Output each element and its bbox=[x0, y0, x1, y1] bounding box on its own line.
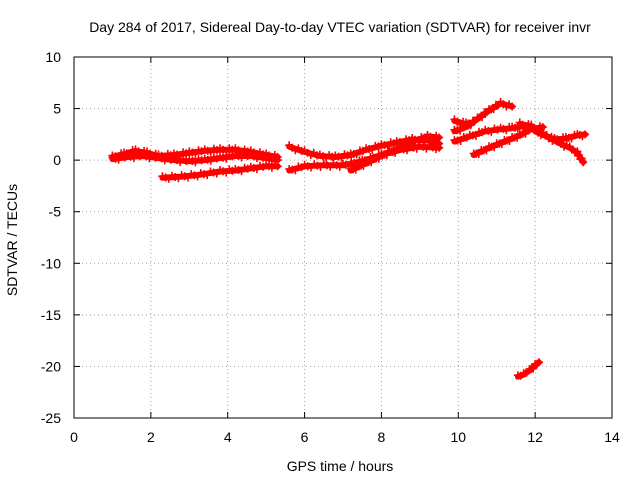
series-arc-2 bbox=[158, 160, 282, 183]
data-point bbox=[374, 154, 383, 163]
grid-lines bbox=[74, 57, 612, 418]
data-points bbox=[108, 97, 590, 380]
data-point bbox=[478, 113, 487, 122]
data-point bbox=[521, 129, 530, 138]
series-arc-6 bbox=[513, 358, 543, 380]
data-point bbox=[472, 131, 480, 140]
data-point bbox=[466, 121, 475, 130]
y-axis-title: SDTVAR / TECUs bbox=[4, 184, 20, 296]
data-point bbox=[435, 133, 444, 142]
y-tick-label: -20 bbox=[41, 358, 61, 374]
data-point bbox=[581, 130, 590, 139]
data-point bbox=[359, 161, 368, 170]
series-arc-5b bbox=[531, 125, 588, 167]
chart-title: Day 284 of 2017, Sidereal Day-to-day VTE… bbox=[89, 19, 591, 35]
data-point bbox=[573, 147, 582, 156]
y-tick-label: 0 bbox=[53, 152, 61, 168]
y-tick-label: -5 bbox=[49, 204, 62, 220]
x-tick-label: 6 bbox=[301, 429, 309, 445]
data-point bbox=[529, 364, 538, 373]
data-point bbox=[474, 150, 483, 159]
data-point bbox=[482, 146, 491, 155]
data-point bbox=[579, 158, 588, 167]
x-tick-label: 4 bbox=[224, 429, 232, 445]
data-point bbox=[435, 143, 444, 152]
axis-ticks: 0 2 4 6 8 10 12 14 10 5 0 -5 -10 -15 -20 -25 bbox=[41, 49, 620, 445]
data-point bbox=[397, 143, 406, 152]
plot-frame bbox=[73, 56, 613, 419]
data-point bbox=[390, 147, 399, 156]
series-arc-3c bbox=[346, 130, 444, 174]
data-point bbox=[351, 165, 360, 174]
y-tick-label: -15 bbox=[41, 307, 61, 323]
x-tick-label: 0 bbox=[70, 429, 78, 445]
y-tick-label: 5 bbox=[53, 101, 61, 117]
x-tick-label: 10 bbox=[450, 429, 466, 445]
y-tick-label: -10 bbox=[41, 255, 61, 271]
data-point bbox=[535, 358, 543, 367]
data-point bbox=[273, 162, 282, 171]
series-arc-4b bbox=[450, 97, 517, 135]
x-tick-label: 14 bbox=[604, 429, 620, 445]
x-tick-label: 8 bbox=[378, 429, 386, 445]
y-tick-label: -25 bbox=[41, 410, 61, 426]
data-point bbox=[508, 102, 517, 111]
data-point bbox=[577, 154, 586, 163]
data-point bbox=[367, 158, 376, 167]
data-point bbox=[405, 140, 414, 149]
y-tick-label: 10 bbox=[45, 49, 61, 65]
data-point bbox=[382, 151, 391, 160]
x-tick-label: 12 bbox=[527, 429, 543, 445]
x-axis-title: GPS time / hours bbox=[287, 458, 394, 474]
series-arc-1b bbox=[108, 150, 282, 167]
data-point bbox=[489, 105, 498, 114]
x-tick-label: 2 bbox=[147, 429, 155, 445]
